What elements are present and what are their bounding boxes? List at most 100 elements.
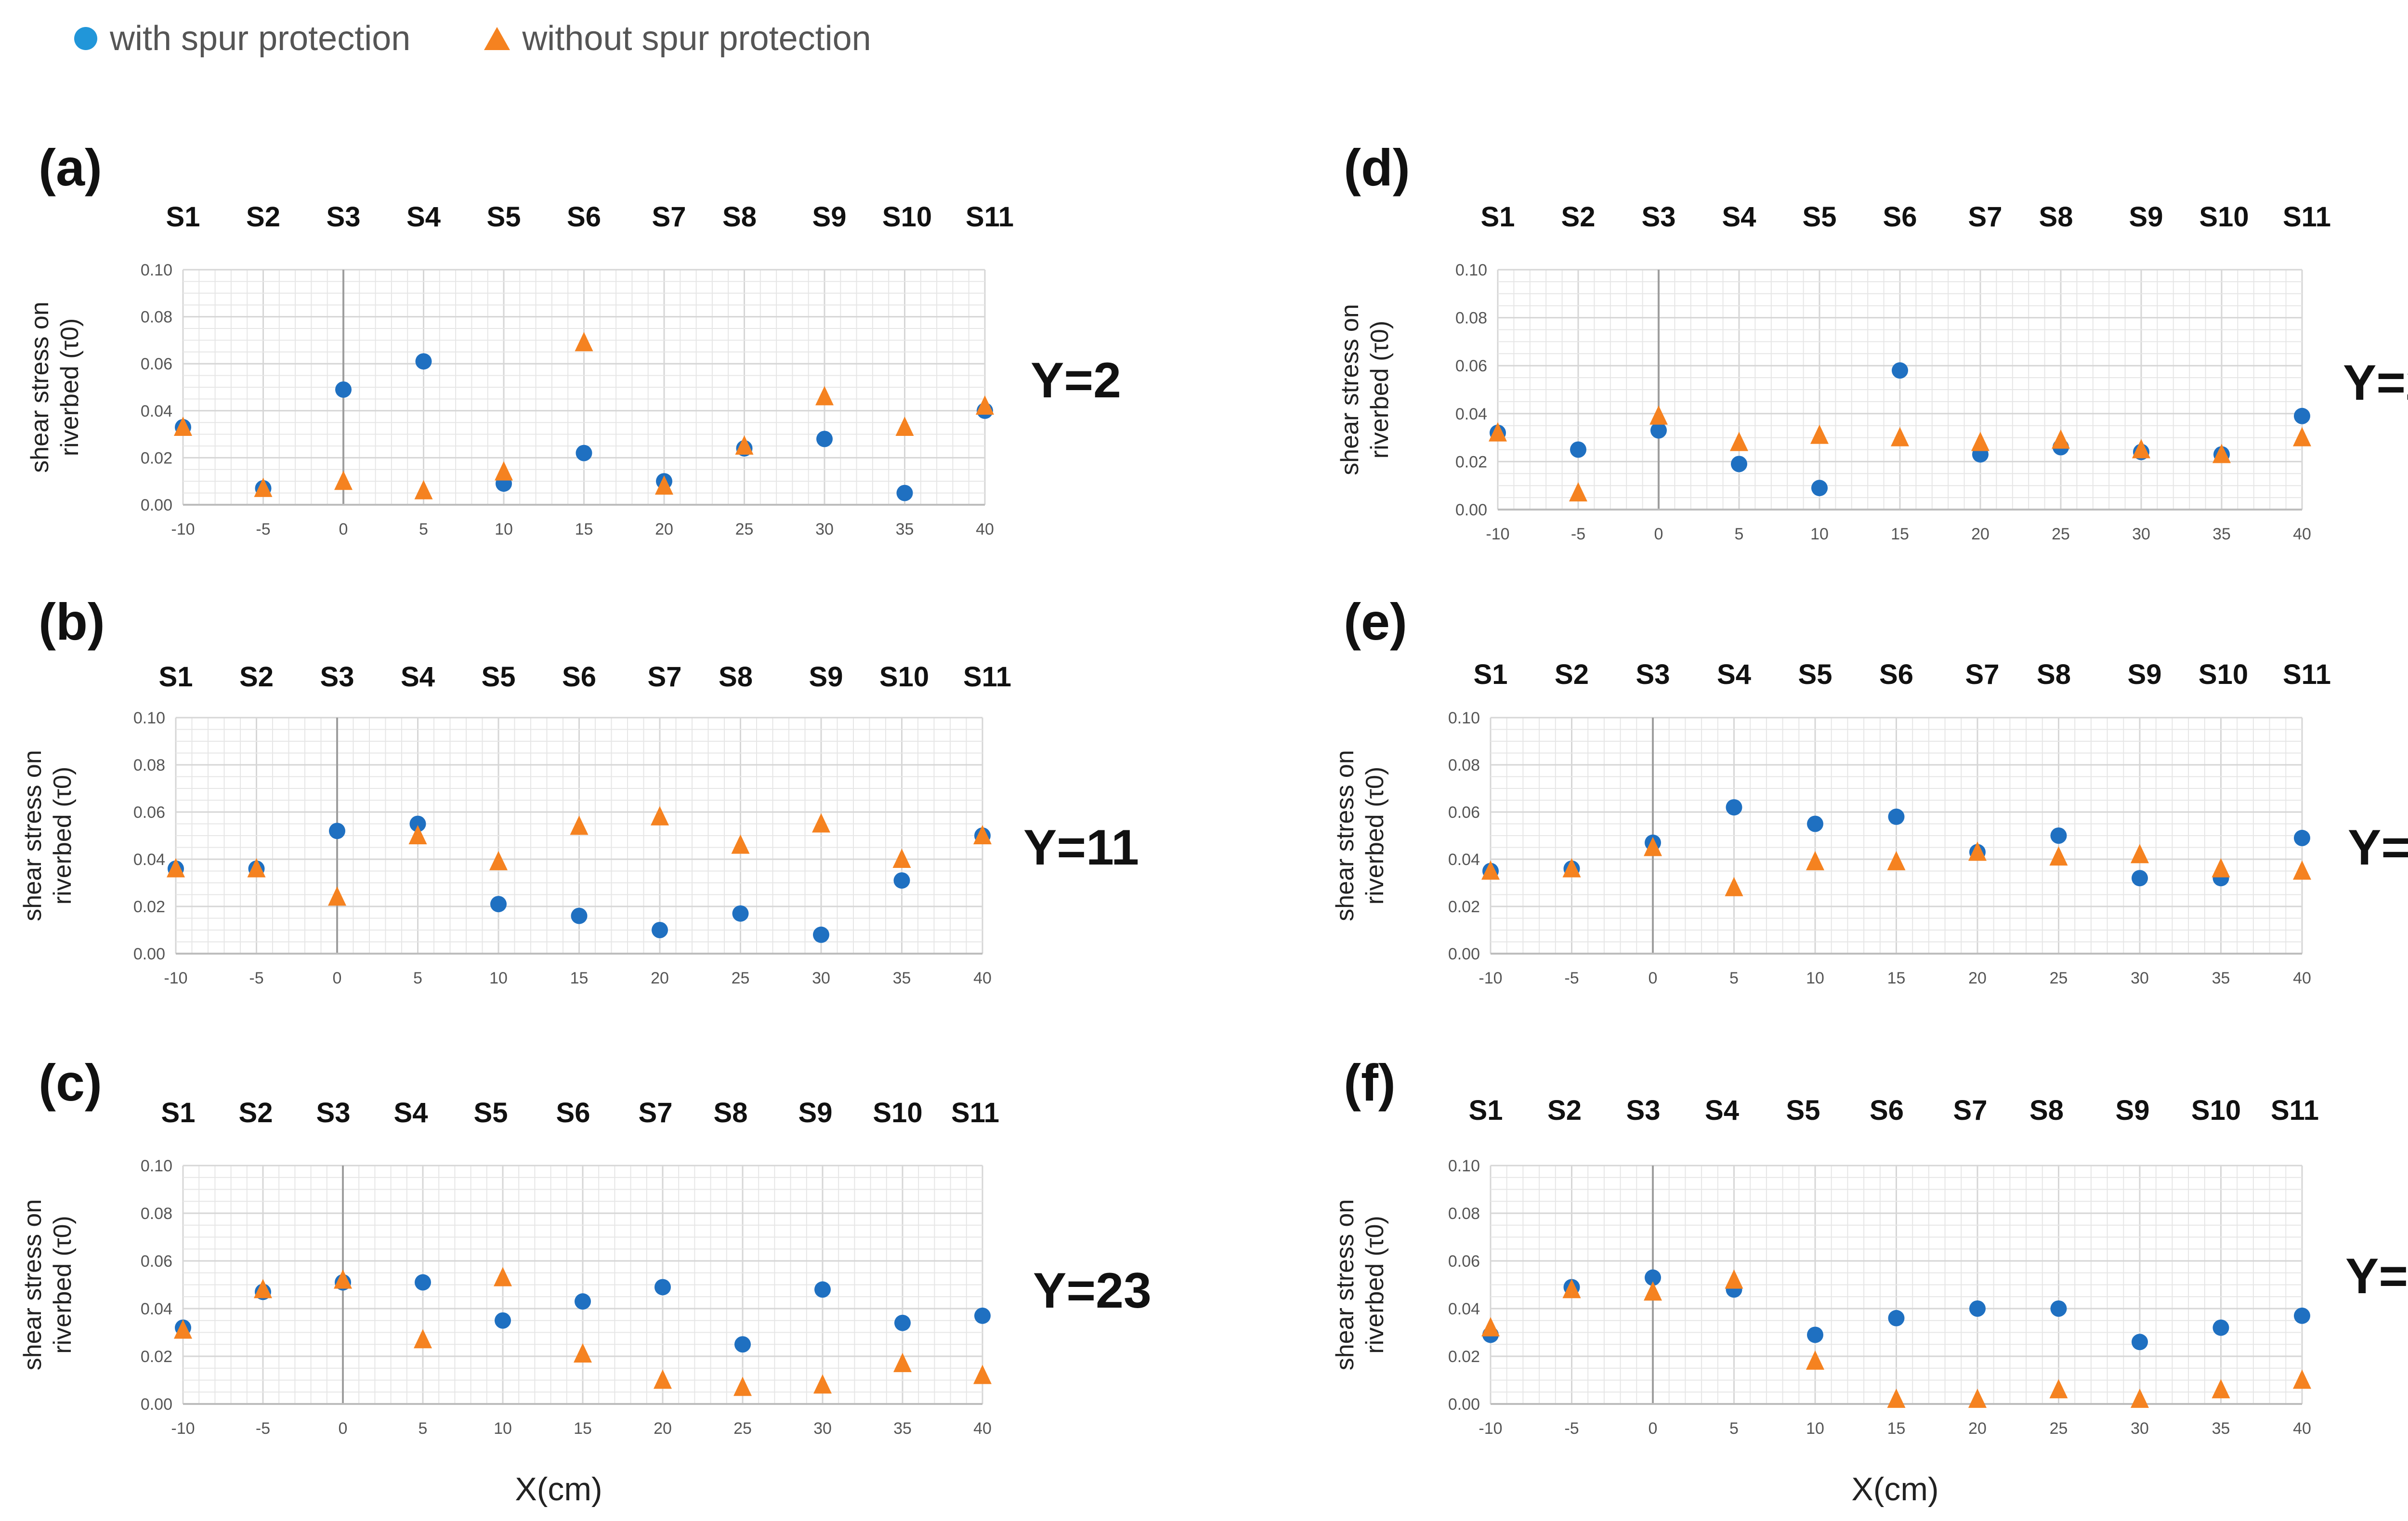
x-tick-label: 30 <box>815 520 834 538</box>
panel-label: (f) <box>1344 1053 1396 1112</box>
point-with-spur <box>2050 1300 2067 1317</box>
point-without-spur <box>1569 482 1587 502</box>
point-without-spur <box>2212 444 2231 463</box>
station-label: S7 <box>1953 1095 1988 1126</box>
point-without-spur <box>655 475 673 495</box>
x-tick-label: 5 <box>413 969 422 987</box>
station-label: S6 <box>1883 201 1917 233</box>
x-tick-label: 40 <box>2293 969 2311 987</box>
station-label: S9 <box>809 661 843 693</box>
point-without-spur <box>2052 429 2070 449</box>
station-label: S11 <box>966 201 1014 233</box>
point-with-spur <box>1731 456 1747 472</box>
x-tick-label: -10 <box>164 969 187 987</box>
panel-label: (c) <box>39 1053 102 1112</box>
y-tick-label: 0.08 <box>1455 309 1487 328</box>
grid <box>1490 717 2303 955</box>
y-tick-label: 0.00 <box>133 945 165 963</box>
station-label: S2 <box>1555 659 1589 690</box>
point-without-spur <box>575 332 593 352</box>
point-with-spur <box>1807 1326 1823 1343</box>
x-tick-label: 10 <box>494 1419 512 1438</box>
x-tick-label: 5 <box>1735 525 1744 543</box>
point-without-spur <box>1968 1389 1987 1408</box>
grid <box>1497 269 2303 511</box>
point-without-spur <box>1481 860 1500 880</box>
station-label: S10 <box>2199 659 2248 690</box>
point-with-spur <box>1888 808 1905 825</box>
point-without-spur <box>2293 860 2311 880</box>
point-with-spur <box>896 485 913 501</box>
y-tick-label: 0.08 <box>141 1205 172 1223</box>
x-tick-label: 15 <box>574 1419 592 1438</box>
point-without-spur <box>328 886 346 906</box>
y-position-label: Y=11 <box>1023 820 1139 876</box>
y-tick-label: 0.10 <box>141 1157 172 1175</box>
legend: with spur protection without spur protec… <box>72 12 871 65</box>
station-label: S2 <box>246 201 280 233</box>
x-tick-label: 5 <box>419 1419 428 1438</box>
y-axis-title-line2: riverbed (τ0) <box>56 318 84 456</box>
x-tick-label: 35 <box>893 1419 912 1438</box>
y-tick-label: 0.08 <box>141 308 172 327</box>
y-tick-label: 0.02 <box>141 1348 172 1366</box>
y-axis-title-line1: shear stress on <box>1331 750 1359 921</box>
point-without-spur <box>2212 1379 2230 1399</box>
x-tick-label: 15 <box>570 969 589 987</box>
point-without-spur <box>574 1343 592 1363</box>
point-without-spur <box>414 1329 432 1349</box>
y-tick-label: 0.04 <box>1448 851 1480 869</box>
point-with-spur <box>1650 422 1667 439</box>
point-without-spur <box>812 813 830 833</box>
x-tick-label: 0 <box>339 1419 348 1438</box>
point-without-spur <box>1644 837 1662 856</box>
station-label: S1 <box>166 201 200 233</box>
station-label: S11 <box>2283 201 2331 233</box>
station-label: S1 <box>1474 659 1508 690</box>
x-tick-label: 15 <box>1887 1419 1906 1438</box>
point-without-spur <box>570 815 589 835</box>
point-without-spur <box>2049 846 2068 866</box>
point-with-spur <box>1888 1310 1905 1326</box>
point-with-spur <box>571 907 588 924</box>
x-tick-label: 0 <box>1649 1419 1658 1438</box>
station-label: S8 <box>722 201 757 233</box>
x-tick-label: 5 <box>419 520 428 538</box>
y-tick-label: 0.00 <box>1448 945 1480 963</box>
station-label: S3 <box>320 661 354 693</box>
point-without-spur <box>973 1364 992 1384</box>
x-tick-label: 10 <box>1806 969 1824 987</box>
station-label: S4 <box>1717 659 1751 690</box>
station-label: S2 <box>1547 1095 1582 1126</box>
x-tick-label: -5 <box>256 1419 270 1438</box>
x-tick-label: 10 <box>495 520 513 538</box>
x-tick-label: 20 <box>1968 969 1987 987</box>
x-tick-label: 0 <box>333 969 342 987</box>
point-with-spur <box>734 1336 751 1353</box>
x-tick-label: 20 <box>654 1419 672 1438</box>
y-tick-label: 0.04 <box>1448 1300 1480 1318</box>
y-axis-title-line1: shear stress on <box>26 302 54 473</box>
y-tick-label: 0.06 <box>1455 357 1487 375</box>
station-label: S6 <box>1870 1095 1904 1126</box>
x-tick-label: -5 <box>1564 969 1579 987</box>
point-without-spur <box>1730 432 1748 451</box>
point-with-spur <box>974 1307 991 1324</box>
point-with-spur <box>575 1293 591 1310</box>
station-label: S10 <box>2199 201 2249 233</box>
x-tick-label: 35 <box>2212 1419 2230 1438</box>
point-without-spur <box>1968 841 1987 861</box>
station-label: S3 <box>1626 1095 1661 1126</box>
point-without-spur <box>489 851 508 870</box>
y-axis-title: shear stress onriverbed (τ0) <box>1331 1199 1389 1371</box>
y-axis-title: shear stress onriverbed (τ0) <box>19 1199 77 1371</box>
station-label: S10 <box>879 661 929 693</box>
x-tick-label: -5 <box>1564 1419 1579 1438</box>
point-with-spur <box>490 896 507 913</box>
x-tick-label: 30 <box>2131 1419 2149 1438</box>
station-label: S2 <box>239 661 274 693</box>
x-tick-label: 40 <box>2293 525 2311 543</box>
y-tick-label: 0.10 <box>1455 261 1487 279</box>
legend-triangle-marker <box>483 25 511 52</box>
point-without-spur <box>893 1352 912 1372</box>
